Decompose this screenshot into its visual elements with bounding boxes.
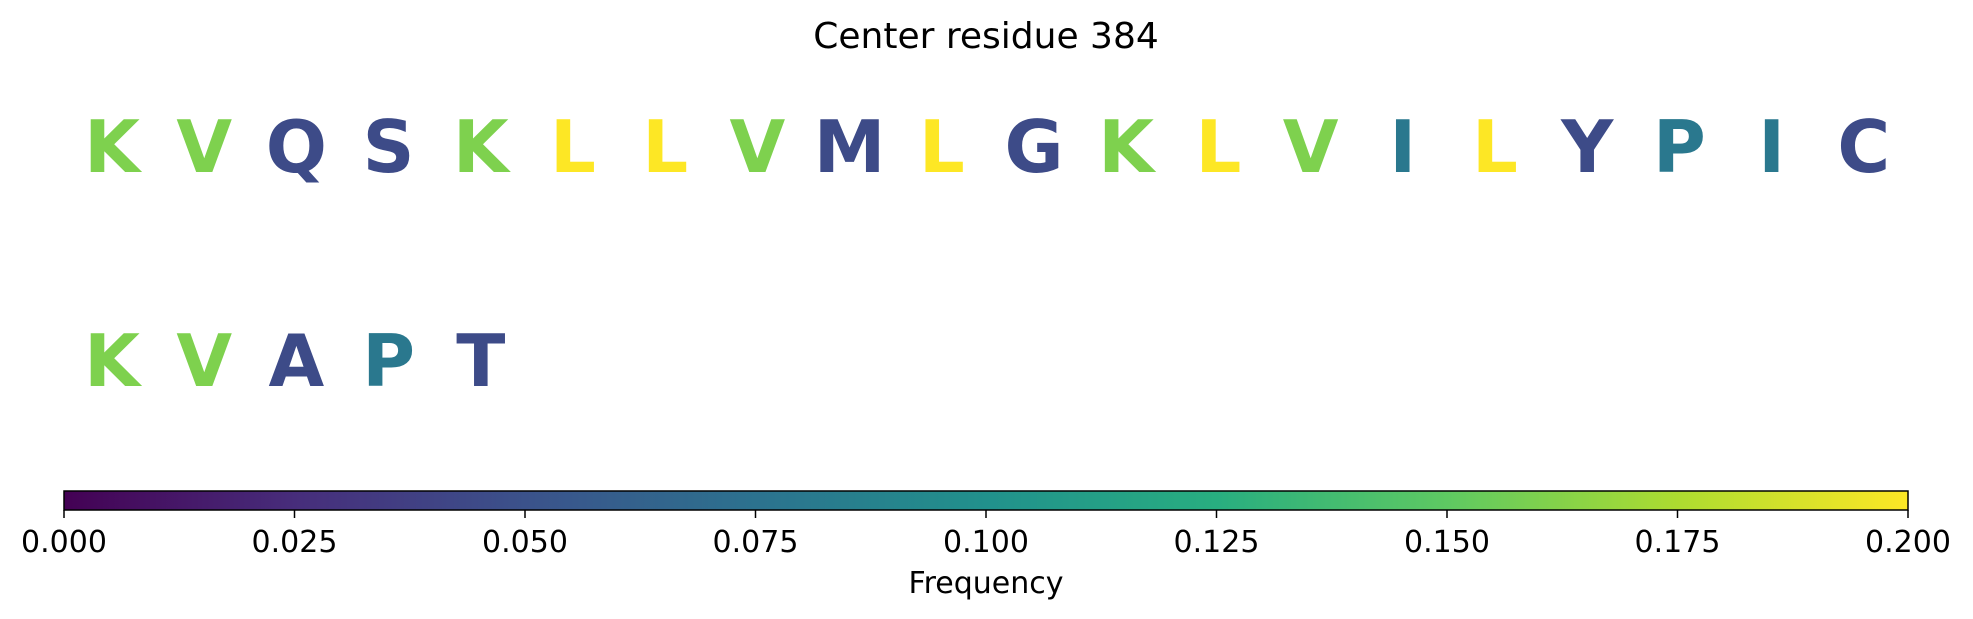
- residue-letters: K V Q S K L L V M L G K L V I L Y P I CK V A P T: [84, 105, 1890, 403]
- residue-letter: Q: [266, 105, 327, 189]
- residue-letter: I: [1758, 105, 1785, 189]
- colorbar-label: Frequency: [909, 566, 1064, 601]
- colorbar: [63, 490, 1909, 511]
- colorbar-tick-label: 0.000: [21, 525, 107, 560]
- colorbar-ticks: 0.000 0.025 0.050 0.075 0.100 0.125 0.150 0.175…: [21, 510, 1951, 560]
- colorbar-tick-label: 0.050: [482, 525, 568, 560]
- residue-letter: V: [1283, 105, 1339, 189]
- residue-letter: L: [642, 105, 688, 189]
- residue-letter: L: [1195, 105, 1241, 189]
- residue-letter: L: [550, 105, 596, 189]
- residue-letter: K: [1098, 105, 1156, 189]
- residue-letter: V: [730, 105, 786, 189]
- residue-letter: P: [1653, 105, 1706, 189]
- residue-letter: T: [456, 319, 505, 403]
- residue-letter: K: [453, 105, 511, 189]
- residue-letter: S: [363, 105, 415, 189]
- colorbar-tick-label: 0.075: [713, 525, 799, 560]
- colorbar-tick-label: 0.100: [943, 525, 1029, 560]
- colorbar-tick-label: 0.125: [1174, 525, 1260, 560]
- residue-letter: L: [919, 105, 965, 189]
- residue-letter: K: [84, 105, 142, 189]
- residue-letter: K: [84, 319, 142, 403]
- chart-title: Center residue 384: [813, 16, 1159, 57]
- residue-letter: P: [362, 319, 415, 403]
- residue-letter: L: [1472, 105, 1518, 189]
- residue-letter: C: [1837, 105, 1890, 189]
- residue-letter: V: [176, 319, 232, 403]
- residue-letter: A: [269, 319, 325, 403]
- colorbar-tick-label: 0.200: [1865, 525, 1951, 560]
- residue-letter: G: [1004, 105, 1063, 189]
- residue-letter: M: [814, 105, 886, 189]
- residue-letter: Y: [1560, 105, 1614, 189]
- residue-letter: I: [1389, 105, 1416, 189]
- colorbar-tick-label: 0.175: [1635, 525, 1721, 560]
- colorbar-tick-label: 0.025: [252, 525, 338, 560]
- colorbar-tick-label: 0.150: [1404, 525, 1490, 560]
- residue-letter: V: [176, 105, 232, 189]
